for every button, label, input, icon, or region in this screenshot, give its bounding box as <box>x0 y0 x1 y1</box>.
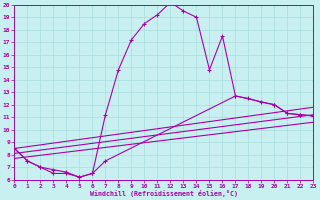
X-axis label: Windchill (Refroidissement éolien,°C): Windchill (Refroidissement éolien,°C) <box>90 190 238 197</box>
